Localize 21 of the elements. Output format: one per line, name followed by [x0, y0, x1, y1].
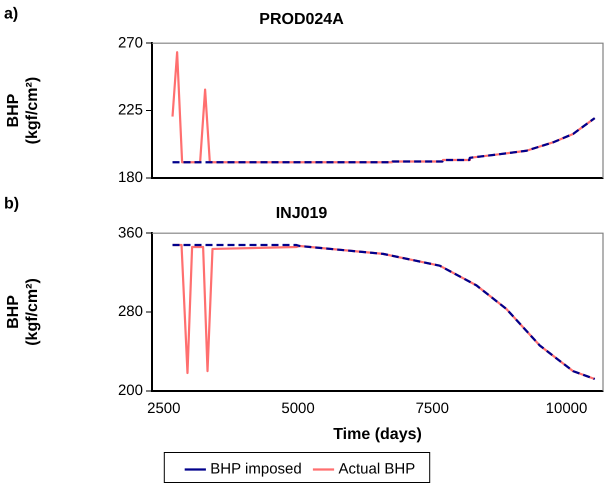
x-tick-label: 5000	[281, 400, 315, 417]
x-tick-label: 7500	[416, 400, 449, 417]
x-tick-label: 10000	[546, 400, 588, 417]
text: a)	[4, 5, 18, 22]
legend-label: BHP imposed	[210, 460, 302, 478]
y-tick-label: 270	[118, 34, 143, 52]
legend-label: Actual BHP	[338, 460, 416, 478]
y-tick-label: 180	[118, 169, 143, 186]
y-axis-title: BHP (kgf/cm²)	[5, 76, 42, 144]
y-tick-label: 280	[118, 303, 143, 320]
line-series	[171, 116, 596, 164]
y-tick-label: 360	[118, 224, 143, 242]
x-tick-label: 2500	[147, 400, 180, 417]
y-axis-title: BHP (kgf/cm²)	[5, 278, 42, 346]
x-axis-title: Time (days)	[333, 426, 422, 443]
y-tick-label: 200	[118, 382, 143, 399]
line-series	[171, 244, 596, 380]
chart-title: PROD024A	[259, 11, 344, 28]
y-tick-label: 225	[118, 102, 143, 119]
chart-title: INJ019	[276, 205, 328, 222]
text: b)	[4, 195, 20, 212]
